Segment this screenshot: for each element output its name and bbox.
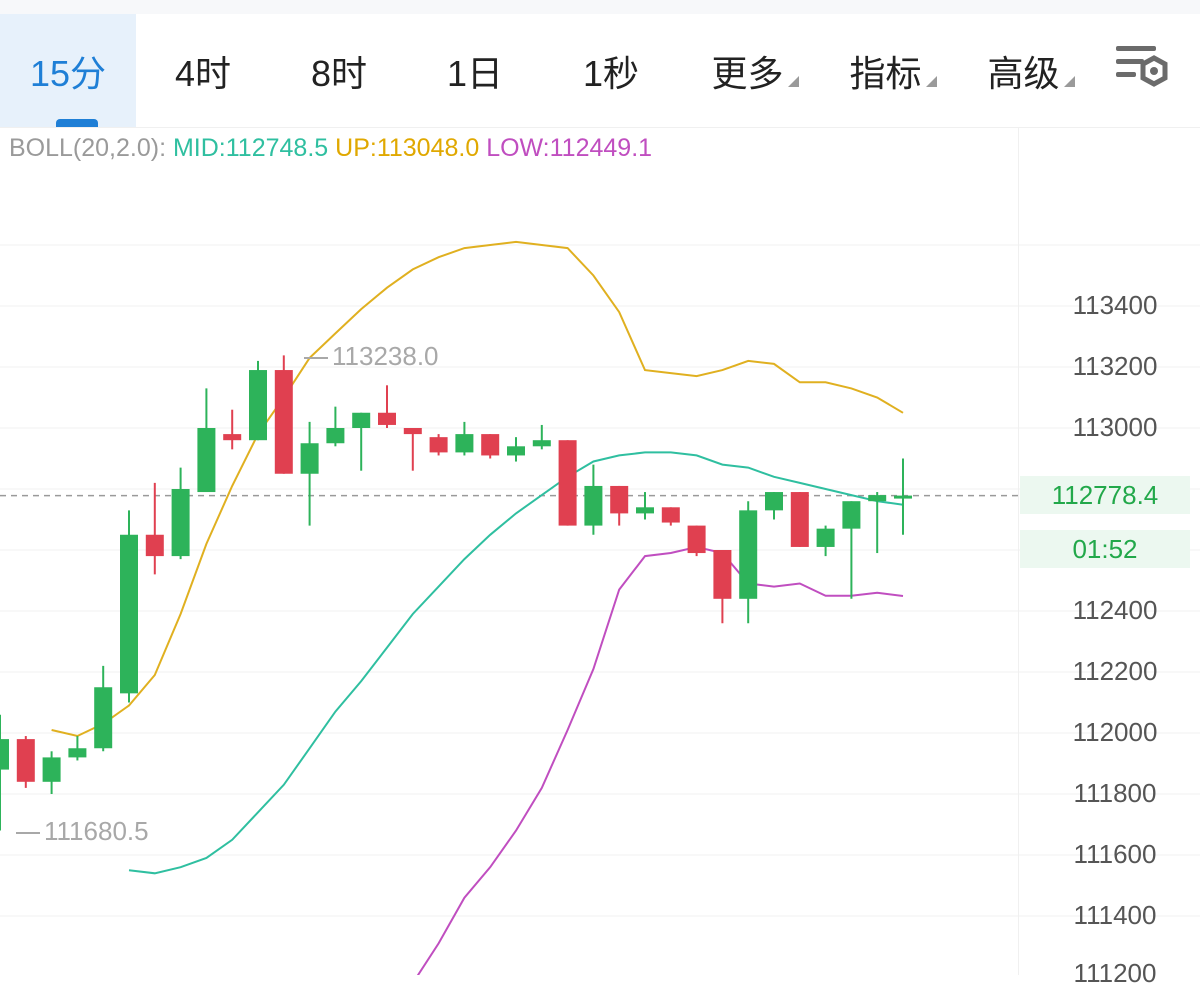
boll-up: UP:113048.0 — [335, 134, 480, 162]
low-annotation: 111680.5 — [16, 816, 149, 847]
tab-label: 1秒 — [582, 52, 640, 94]
y-tick-label: 112400 — [1072, 595, 1158, 625]
candle-body — [145, 534, 164, 557]
y-tick-label: 112000 — [1072, 717, 1158, 747]
tab-label: 1日 — [446, 52, 504, 94]
tab-label: 指标 — [849, 52, 922, 94]
tab-label: 高级 — [987, 52, 1060, 94]
candle-body — [713, 550, 732, 599]
candle-body — [636, 507, 654, 514]
candle-body — [352, 412, 371, 428]
candle-body — [403, 428, 422, 435]
tab-4h[interactable]: 4时 — [136, 14, 270, 127]
high-annotation: 113238.0 — [304, 341, 439, 372]
tab-label: 更多 — [711, 52, 784, 94]
interval-tabs: 15分 4时 8时 1日 1秒 更多 指标 高级 — [0, 14, 1200, 128]
y-tick-label: 111200 — [1073, 958, 1157, 988]
boll-name: BOLL(20,2.0): — [9, 134, 167, 162]
candle-body — [842, 501, 861, 529]
tab-indicators[interactable]: 指标 — [828, 14, 958, 127]
active-tab-indicator — [56, 119, 98, 127]
tab-label: 4时 — [174, 52, 232, 94]
candle-body — [171, 489, 190, 557]
candle-body — [584, 485, 603, 526]
boll-mid-line — [128, 451, 904, 875]
dropdown-caret-icon — [1063, 76, 1075, 87]
dropdown-caret-icon — [787, 76, 799, 87]
candle-body — [249, 370, 267, 441]
candle-body — [481, 434, 500, 456]
candle-body — [455, 434, 474, 453]
candle-body — [326, 428, 345, 444]
tab-more[interactable]: 更多 — [690, 14, 820, 127]
y-tick-label: 111400 — [1073, 900, 1157, 930]
tab-label: 15分 — [29, 52, 107, 94]
y-tick-label: 113400 — [1072, 290, 1158, 320]
candle-body — [16, 739, 35, 782]
candle-body — [687, 525, 706, 554]
candle-body — [42, 757, 61, 782]
candle-body — [790, 492, 809, 547]
status-strip — [0, 0, 1200, 14]
candle-body — [378, 412, 396, 425]
y-tick-label: 113000 — [1072, 412, 1158, 442]
candle-body — [223, 434, 242, 441]
candle-body — [558, 440, 577, 526]
high-annotation-value: 113238.0 — [332, 341, 439, 371]
tab-1s[interactable]: 1秒 — [542, 14, 680, 127]
boll-low: LOW:112449.1 — [486, 134, 653, 162]
candle-body — [894, 495, 912, 499]
annotation-leader — [16, 832, 40, 835]
tab-1d[interactable]: 1日 — [408, 14, 542, 127]
candle-body — [765, 492, 783, 511]
boll-lower-line — [416, 545, 904, 975]
y-tick-label: 111600 — [1073, 839, 1157, 869]
candle-body — [68, 748, 87, 758]
candle-body — [507, 446, 525, 456]
tab-15min[interactable]: 15分 — [0, 14, 136, 127]
candle-body — [0, 739, 9, 770]
chart-settings-icon — [1116, 46, 1168, 87]
chart-settings-button[interactable] — [1110, 34, 1174, 98]
axis-divider — [1018, 128, 1019, 975]
boll-mid: MID:112748.5 — [172, 134, 329, 162]
current-price-badge: 112778.4 — [1020, 476, 1190, 514]
candle-body — [300, 443, 319, 474]
y-tick-label: 111800 — [1073, 778, 1157, 808]
dropdown-caret-icon — [925, 76, 937, 87]
candle-body — [816, 528, 835, 547]
boll-upper-line — [51, 240, 904, 738]
candle-countdown-badge: 01:52 — [1020, 530, 1190, 568]
candle-body — [274, 370, 293, 474]
candle-body — [868, 495, 887, 502]
boll-legend: BOLL(20,2.0): MID:112748.5 UP:113048.0 L… — [9, 134, 652, 163]
candle-body — [94, 687, 113, 749]
annotation-leader — [304, 357, 328, 360]
tab-advanced[interactable]: 高级 — [966, 14, 1096, 127]
candle-body — [197, 428, 216, 493]
tab-8h[interactable]: 8时 — [270, 14, 408, 127]
candle-body — [661, 507, 680, 523]
candle-body — [532, 440, 551, 447]
candle-body — [429, 437, 448, 453]
low-annotation-value: 111680.5 — [44, 816, 149, 846]
candle-body — [120, 534, 138, 694]
tab-label: 8时 — [310, 52, 368, 94]
y-tick-label: 112200 — [1072, 656, 1158, 686]
y-tick-label: 113200 — [1072, 351, 1158, 381]
candle-body — [610, 485, 629, 514]
candle-body — [739, 510, 758, 599]
